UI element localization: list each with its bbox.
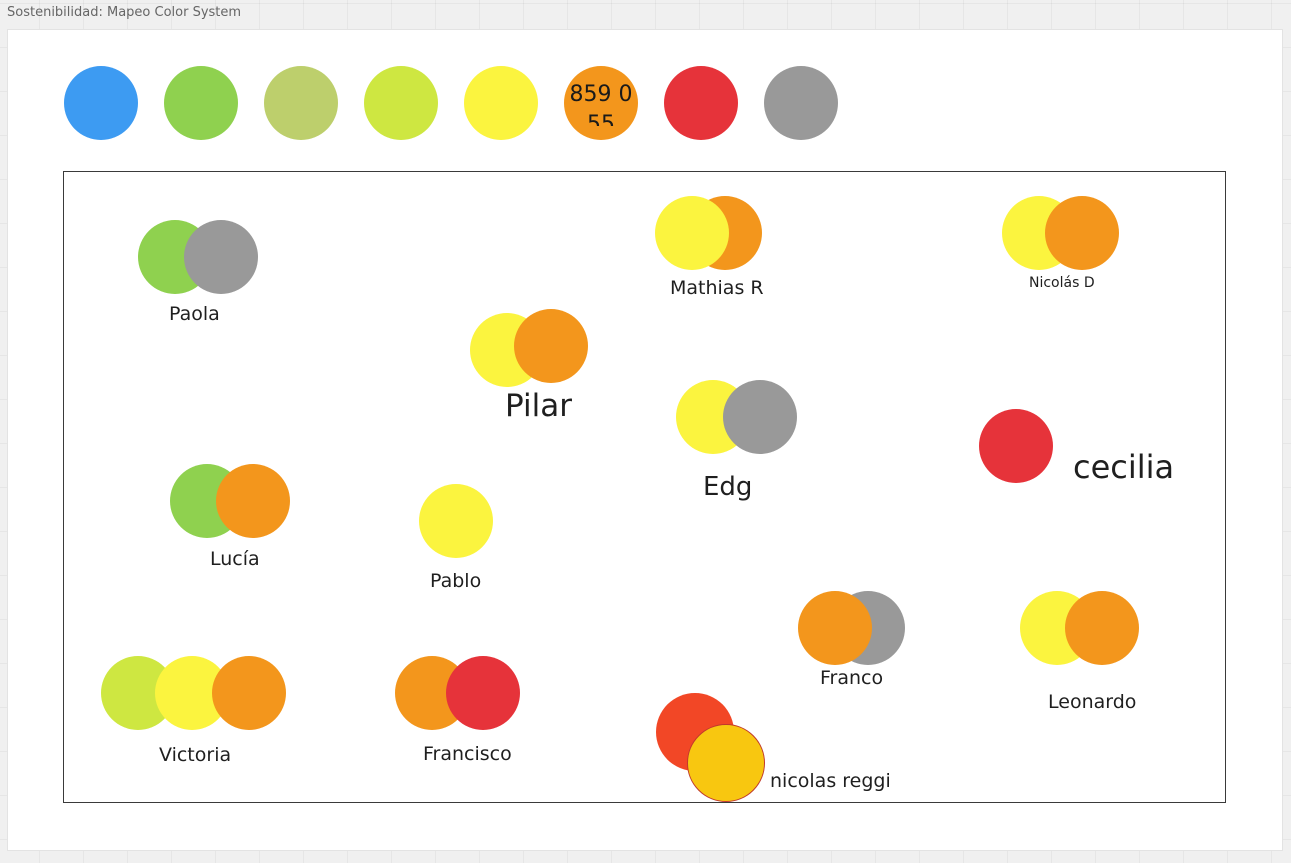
person-label-franco[interactable]: Franco [820,667,884,689]
legend-dot-gray[interactable] [764,66,838,140]
pilar-color-dot[interactable] [514,309,588,383]
leonardo-color-dot[interactable] [1065,591,1139,665]
person-label-lucia[interactable]: Lucía [210,548,260,570]
legend-dot-green[interactable] [164,66,238,140]
franco-color-dot[interactable] [798,591,872,665]
legend-dot-orange[interactable]: 859 055 [564,66,638,140]
person-label-pablo[interactable]: Pablo [430,570,482,592]
nicolas-reggi-color-dot[interactable] [687,724,765,802]
person-label-victoria[interactable]: Victoria [159,744,232,766]
legend-dot-blue[interactable] [64,66,138,140]
legend-dot-red[interactable] [664,66,738,140]
frame-title[interactable]: Sostenibilidad: Mapeo Color System [7,5,242,20]
legend-dot-lime[interactable] [364,66,438,140]
mathias-color-dot[interactable] [655,196,729,270]
person-label-mathias-r[interactable]: Mathias R [670,277,764,299]
person-label-edg[interactable]: Edg [703,472,753,502]
person-label-francisco[interactable]: Francisco [423,743,512,765]
legend-dot-orange-text: 859 055 [569,82,633,126]
francisco-color-dot[interactable] [446,656,520,730]
cecilia-color-dot[interactable] [979,409,1053,483]
person-label-cecilia[interactable]: cecilia [1073,448,1175,486]
legend-dot-olive[interactable] [264,66,338,140]
legend-dot-yellow[interactable] [464,66,538,140]
pablo-color-dot[interactable] [419,484,493,558]
person-label-nicolas-d[interactable]: Nicolás D [1029,275,1095,291]
victoria-color-dot[interactable] [212,656,286,730]
lucia-color-dot[interactable] [216,464,290,538]
nicolas-d-color-dot[interactable] [1045,196,1119,270]
person-label-nicolas-reggi[interactable]: nicolas reggi [770,770,891,792]
edg-color-dot[interactable] [723,380,797,454]
paola-color-dot[interactable] [184,220,258,294]
person-label-pilar[interactable]: Pilar [505,388,572,424]
person-label-leonardo[interactable]: Leonardo [1048,691,1137,713]
person-label-paola[interactable]: Paola [169,303,220,325]
